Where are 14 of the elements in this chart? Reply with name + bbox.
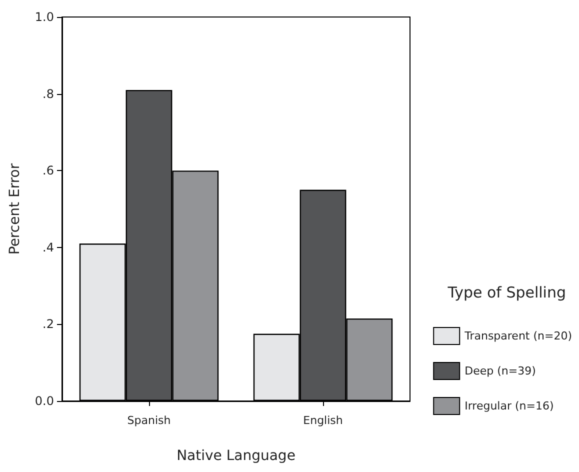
legend-label: Irregular (n=16) xyxy=(464,400,554,412)
y-tick-label: 1.0 xyxy=(34,10,54,24)
y-tick-label: .8 xyxy=(42,86,54,101)
legend-label: Deep (n=39) xyxy=(464,364,536,378)
y-tick-label: .2 xyxy=(42,317,54,332)
x-tick-label: English xyxy=(303,414,343,427)
legend-title: Type of Spelling xyxy=(446,284,566,302)
y-axis-title: Percent Error xyxy=(7,163,23,255)
x-axis-title: Native Language xyxy=(176,448,296,464)
legend-label: Transparent (n=20) xyxy=(464,330,572,342)
y-tick-label: .4 xyxy=(42,240,54,254)
y-tick-label: 0.0 xyxy=(34,394,54,408)
x-tick-label: Spanish xyxy=(127,414,171,427)
y-tick-label: .6 xyxy=(42,164,54,178)
